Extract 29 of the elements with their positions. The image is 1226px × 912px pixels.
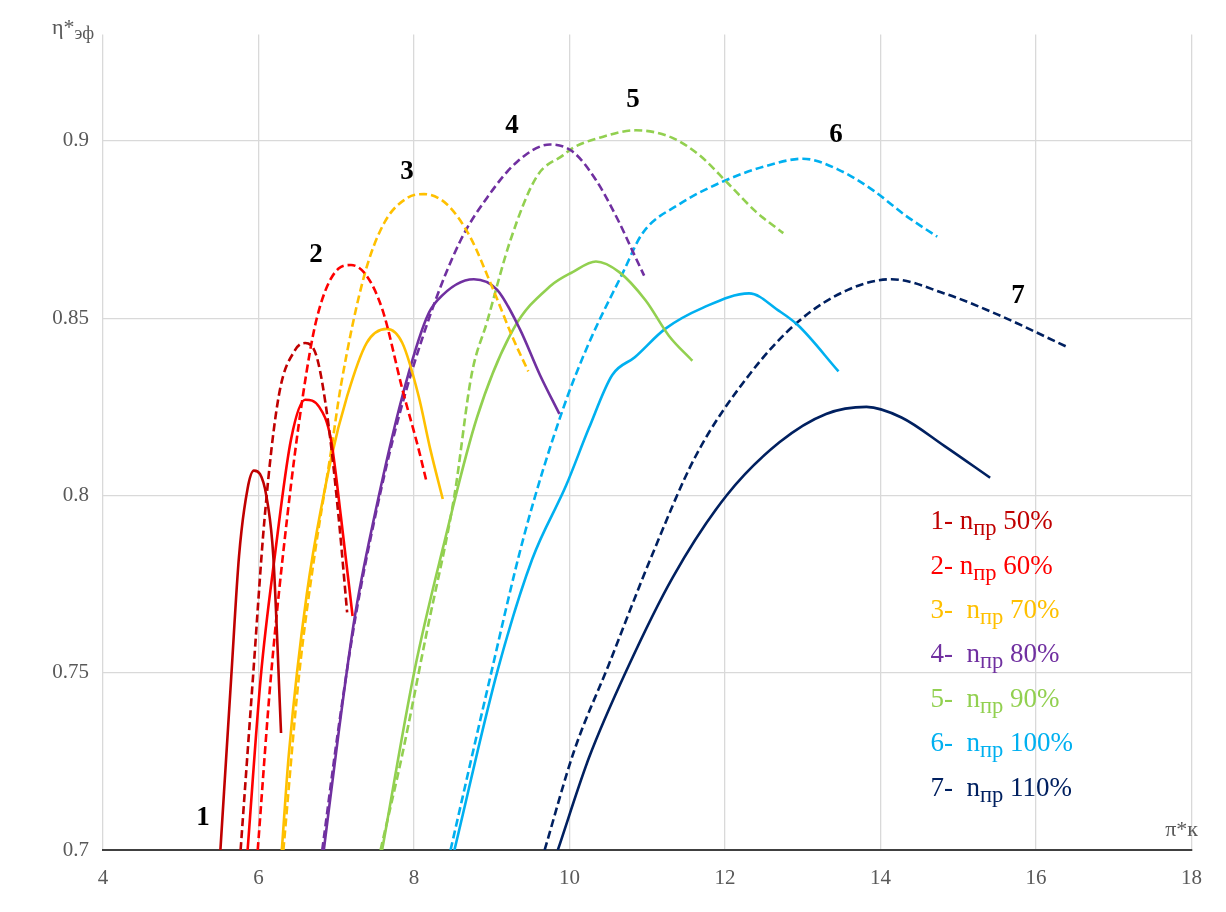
text: 1- n$_{пр}$ 50% <box>930 504 1054 543</box>
annotation: 4 <box>505 108 519 139</box>
y-tick-label: 0.85 <box>52 304 89 329</box>
x-axis-title: π*к <box>1165 816 1198 842</box>
x-tick-label: 10 <box>559 865 580 890</box>
x-tick-label: 18 <box>1181 865 1202 890</box>
annotation: 5 <box>626 82 640 113</box>
y-axis-title: η*$_{эф}$ <box>52 14 95 45</box>
annotation: 3 <box>400 154 414 185</box>
text: 5- n$_{пр}$ 90% <box>930 681 1061 721</box>
y-tick-label: 0.8 <box>62 481 89 506</box>
annotation: 7 <box>1011 278 1025 309</box>
x-tick-label: 16 <box>1025 865 1047 890</box>
x-tick-label: 8 <box>408 865 420 890</box>
x-tick-label: 12 <box>714 865 736 890</box>
x-tick-label: 14 <box>870 865 892 890</box>
text: 2- n$_{пр}$ 60% <box>930 548 1054 588</box>
y-tick-label: 0.7 <box>62 836 89 861</box>
x-tick-label: 4 <box>97 865 109 890</box>
text: 4- n$_{пр}$ 80% <box>930 637 1061 676</box>
y-tick-label: 0.9 <box>62 127 89 152</box>
text: 7- n$_{пр}$ 110% <box>930 770 1073 809</box>
text: 3- n$_{пр}$ 70% <box>930 593 1061 632</box>
annotation: 2 <box>309 237 323 268</box>
text: 6- n$_{пр}$ 100% <box>930 726 1073 765</box>
x-tick-label: 6 <box>253 865 264 890</box>
annotation: 1 <box>196 800 210 831</box>
y-tick-label: 0.75 <box>52 659 89 684</box>
annotation: 6 <box>829 117 843 148</box>
